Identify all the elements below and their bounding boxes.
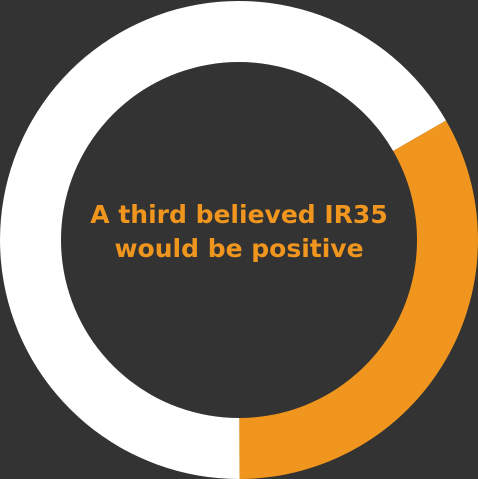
chart-title: A third believed IR35 would be positive [90,200,388,263]
slice-highlight [239,120,478,479]
donut-background [34,35,444,445]
